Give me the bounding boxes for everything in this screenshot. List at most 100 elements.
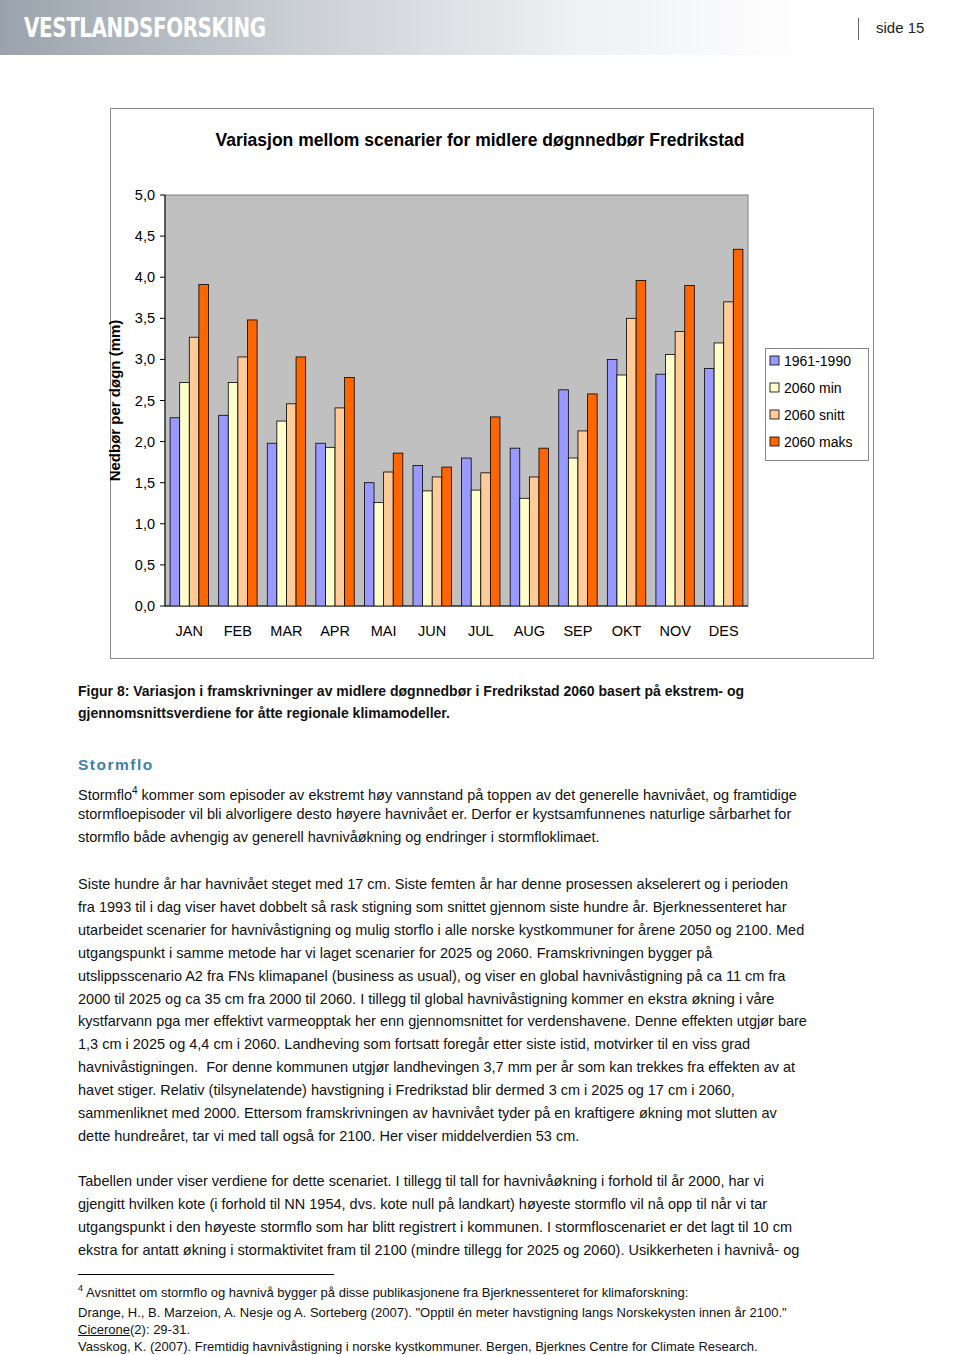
footnote-marker: 4 <box>78 1283 83 1293</box>
footnote-line: Cicerone(2): 29-31. <box>78 1322 190 1338</box>
bar <box>588 394 598 606</box>
paragraph-line: Siste hundre år har havnivået steget med… <box>78 875 788 893</box>
bar <box>228 382 238 606</box>
bar <box>199 285 209 606</box>
y-tick-label: 1,0 <box>135 516 155 532</box>
y-tick-label: 1,5 <box>135 475 155 491</box>
bar <box>714 343 724 606</box>
bar <box>267 443 277 606</box>
bar <box>247 320 257 606</box>
bar <box>559 390 569 606</box>
footnote-ref: 4 <box>132 785 138 796</box>
y-tick-label: 4,5 <box>135 228 155 244</box>
bar <box>384 472 394 606</box>
x-tick-label: JUN <box>418 623 446 639</box>
bar <box>666 354 676 606</box>
paragraph-line: 2000 til 2025 og ca 35 cm fra 2000 til 2… <box>78 990 774 1008</box>
legend-swatch <box>770 437 779 446</box>
figure-caption: Figur 8: Variasjon i framskrivninger av … <box>78 682 744 700</box>
paragraph-line: stormflo både avhengig av generell havni… <box>78 828 599 846</box>
legend-label: 1961-1990 <box>784 353 851 369</box>
x-tick-label: APR <box>320 623 350 639</box>
bar <box>442 467 452 606</box>
y-tick-label: 5,0 <box>135 187 155 203</box>
bar <box>238 357 248 606</box>
bar <box>180 382 190 606</box>
y-tick <box>160 195 165 196</box>
paragraph-line: fra 1993 til i dag viser havet dobbelt s… <box>78 898 786 916</box>
bar <box>189 337 199 606</box>
bar <box>705 368 715 606</box>
inline-text: Stormflo <box>78 787 132 803</box>
x-tick-label: DES <box>709 623 739 639</box>
legend-swatch <box>770 383 779 392</box>
chart-frame <box>111 109 874 659</box>
bar <box>733 249 743 606</box>
paragraph-line: stormfloepisoder vil bli alvorligere des… <box>78 805 791 823</box>
bar <box>627 318 637 606</box>
bar <box>520 498 530 606</box>
bar <box>393 453 403 606</box>
paragraph-line: Stormflo4 kommer som episoder av ekstrem… <box>78 782 797 804</box>
paragraph-line: kystfarvann pga mer effektivt varmeoppta… <box>78 1012 807 1030</box>
legend-swatch <box>770 356 779 365</box>
bar <box>539 448 549 606</box>
y-tick <box>160 236 165 237</box>
y-tick <box>160 523 165 524</box>
paragraph-line: havet stiger. Relativ (tilsynelatende) h… <box>78 1081 735 1099</box>
inline-text: kommer som episoder av ekstremt høy vann… <box>138 787 797 803</box>
y-tick <box>160 318 165 319</box>
bar <box>413 465 423 606</box>
footnote-rule <box>78 1274 334 1275</box>
y-tick-label: 0,0 <box>135 598 155 614</box>
y-tick <box>160 606 165 607</box>
bar <box>462 458 472 606</box>
bar <box>286 404 296 606</box>
plot-area <box>165 195 748 606</box>
bar <box>636 280 646 606</box>
paragraph-line: gjengitt hvilken kote (i forhold til NN … <box>78 1195 767 1213</box>
footnote-line: Vasskog, K. (2007). Fremtidig havnivåsti… <box>78 1339 758 1355</box>
y-axis-title: Nedbør per døgn (mm) <box>106 320 123 482</box>
x-tick-label: OKT <box>612 623 642 639</box>
bar <box>617 375 627 606</box>
y-tick <box>160 564 165 565</box>
chart: Variasjon mellom scenarier for midlere d… <box>0 0 960 670</box>
inline-text: (2): 29-31. <box>130 1322 190 1337</box>
y-tick-label: 2,5 <box>135 393 155 409</box>
paragraph-line: utarbeidet scenarier for havnivåstigning… <box>78 921 804 939</box>
bar <box>170 418 180 606</box>
y-tick <box>160 400 165 401</box>
paragraph-line: utgangspunkt i samme metode har vi laget… <box>78 944 712 962</box>
paragraph-line: ekstra for antatt økning i stormaktivite… <box>78 1241 799 1259</box>
y-tick-label: 3,0 <box>135 351 155 367</box>
legend-label: 2060 min <box>784 380 842 396</box>
bar <box>656 374 666 606</box>
bar <box>510 448 520 606</box>
legend-swatch <box>770 410 779 419</box>
figure-caption: gjennomsnittsverdiene for åtte regionale… <box>78 704 450 722</box>
y-tick <box>160 482 165 483</box>
bar <box>490 417 500 606</box>
bar <box>364 483 374 606</box>
bar <box>277 421 287 606</box>
bar <box>724 302 734 606</box>
page-number: side 15 <box>876 19 924 36</box>
y-tick-label: 2,0 <box>135 434 155 450</box>
y-tick <box>160 277 165 278</box>
paragraph-line: utslippsscenario A2 fra FNs klimapanel (… <box>78 967 785 985</box>
paragraph-line: dette hundreåret, tar vi med tall også f… <box>78 1127 579 1145</box>
bar <box>325 447 335 606</box>
bar <box>481 473 491 606</box>
bar <box>374 502 384 606</box>
paragraph-line: havnivåstigningen. For denne kommunen ut… <box>78 1058 795 1076</box>
bar <box>685 285 695 606</box>
y-tick <box>160 359 165 360</box>
bar <box>529 477 539 606</box>
bar <box>568 458 578 606</box>
paragraph-line: utgangspunkt i den høyeste stormflo som … <box>78 1218 792 1236</box>
bar <box>316 443 326 606</box>
x-tick-label: MAI <box>371 623 397 639</box>
bar <box>345 377 355 606</box>
bar <box>423 491 433 606</box>
